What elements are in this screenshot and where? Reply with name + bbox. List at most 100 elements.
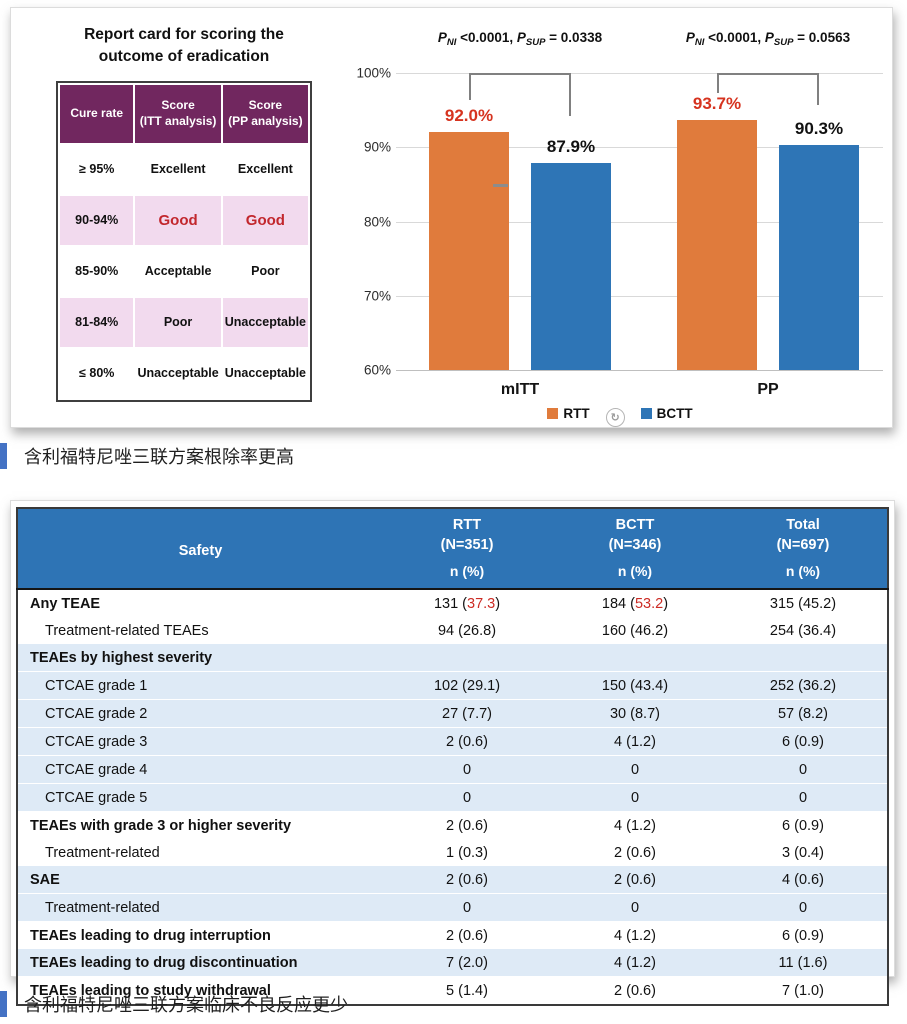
row-label-cell: Treatment-related (17, 893, 384, 922)
bar-rtt-mitt (429, 132, 509, 370)
pp-score-cell: Unacceptable (222, 348, 308, 398)
value-cell: 27 (7.7) (383, 699, 551, 728)
bar-rtt-pp (677, 119, 757, 370)
row-label-cell: TEAEs by highest severity (17, 644, 384, 672)
annotation-segment: = 0.0563 (793, 30, 851, 45)
significance-bracket (717, 73, 819, 105)
annotation-segment: P (437, 30, 447, 45)
percent-value: 0.9 (798, 817, 820, 834)
percent-value: 0.4 (798, 844, 820, 861)
row-label-cell: CTCAE grade 3 (17, 727, 384, 756)
cure-rate-cell: ≤ 80% (60, 348, 134, 398)
bar-value-label: 92.0% (444, 106, 494, 126)
annotation-segment: P (764, 30, 774, 45)
annotation-segment: = 0.0338 (545, 30, 603, 45)
row-label-cell: TEAEs leading to drug discontinuation (17, 949, 384, 977)
value-cell (718, 644, 888, 672)
percent-value: 1.2 (630, 927, 652, 944)
value-cell: 184 (53.2) (551, 589, 719, 617)
bracket-left-leg (717, 74, 719, 93)
report-card-row: ≤ 80% Unacceptable Unacceptable (60, 348, 308, 398)
pp-score-cell: Poor (222, 246, 308, 296)
value-cell: 0 (383, 783, 551, 812)
value-cell: 2 (0.6) (383, 727, 551, 756)
cure-rate-cell: 81-84% (60, 297, 134, 347)
rotate-icon: ↻ (605, 408, 625, 427)
section-heading-efficacy: 含利福特尼唑三联方案根除率更高 (0, 443, 294, 469)
x-category-label-mitt: mITT (500, 381, 540, 398)
legend-swatch-rtt (547, 408, 559, 419)
value-cell: 2 (0.6) (551, 976, 719, 1005)
safety-header-rtt: RTT (N=351) (383, 508, 551, 559)
safety-header-total: Total (N=697) (718, 508, 888, 559)
table-row: Treatment-related 1 (0.3) 2 (0.6) 3 (0.4) (17, 839, 888, 866)
unit-label: n (%) (551, 559, 719, 590)
percent-value: 0.3 (462, 844, 484, 861)
value-cell: 2 (0.6) (551, 839, 719, 866)
value-cell: 2 (0.6) (551, 866, 719, 894)
value-cell: 1 (0.3) (383, 839, 551, 866)
heading-text: 含利福特尼唑三联方案临床不良反应更少 (24, 995, 348, 1015)
row-label-cell: TEAEs with grade 3 or higher severity (17, 811, 384, 839)
heading-text: 含利福特尼唑三联方案根除率更高 (24, 447, 294, 467)
report-card-table-head: Cure rate Score (ITT analysis) Score (PP a… (60, 84, 308, 143)
annotation-segment: <0.0001, (456, 30, 517, 45)
row-label-cell: TEAEs leading to drug interruption (17, 921, 384, 949)
eradication-rate-bar-chart: 100% 90% 80% 70% 60% 92.0% 93.7% 87.9% 90.3% mITT… (346, 8, 894, 429)
value-cell: 131 (37.3) (383, 589, 551, 617)
percent-value: 0.9 (798, 733, 820, 750)
bar-value-label: 87.9% (546, 136, 596, 156)
y-tick-label: 80% (363, 214, 391, 229)
percent-value: 53.2 (634, 595, 664, 612)
table-row: CTCAE grade 2 27 (7.7) 30 (8.7) 57 (8.2) (17, 699, 888, 728)
percent-value: 1.2 (630, 733, 652, 750)
report-card-row: ≥ 95% Excellent Excellent (60, 144, 308, 194)
gridline (396, 295, 883, 297)
annotation-segment: NI (446, 37, 457, 48)
row-label-cell: Treatment-related (17, 839, 384, 866)
value-cell: 6 (0.9) (718, 811, 888, 839)
chart-legend: RTT ↻ BCTT (346, 400, 894, 427)
legend-label: RTT (563, 406, 590, 421)
pp-score-cell: Good (222, 195, 308, 245)
x-category-label-pp: PP (757, 381, 779, 398)
percent-value: 0.6 (630, 871, 652, 888)
pp-score-cell: Excellent (222, 144, 308, 194)
percent-value: 0.6 (630, 982, 652, 999)
legend-item-bctt: BCTT (640, 406, 693, 421)
group-n: (N=697) (776, 537, 830, 553)
percent-value: 0.6 (462, 927, 484, 944)
table-row: Treatment-related 0 0 0 (17, 893, 888, 922)
itt-score-cell: Excellent (135, 144, 221, 194)
annotation-segment: <0.0001, (704, 30, 765, 45)
report-card-header-cell: Score (PP analysis) (222, 84, 308, 143)
legend-item-rtt: RTT (547, 406, 590, 421)
percent-value: 36.4 (802, 622, 832, 639)
group-n: (N=351) (440, 537, 494, 553)
percent-value: 7.7 (467, 705, 488, 722)
bar-value-label: 93.7% (692, 93, 742, 113)
value-cell: 254 (36.4) (718, 617, 888, 644)
value-cell: 4 (1.2) (551, 921, 719, 949)
itt-score-cell: Unacceptable (135, 348, 221, 398)
value-cell: 30 (8.7) (551, 699, 719, 728)
table-row: Treatment-related TEAEs 94 (26.8) 160 (46.… (17, 617, 888, 644)
group-n: (N=346) (608, 537, 662, 553)
report-card-row: 85-90% Acceptable Poor (60, 246, 308, 296)
row-label-cell: CTCAE grade 2 (17, 699, 384, 728)
row-label-cell: SAE (17, 866, 384, 894)
itt-score-cell: Acceptable (135, 246, 221, 296)
safety-header-bctt: BCTT (N=346) (551, 508, 719, 559)
safety-table-head: Safety RTT (N=351) BCTT (N=346) Total (N=697) n… (17, 508, 888, 590)
value-cell: 4 (0.6) (718, 866, 888, 894)
percent-value: 46.2 (634, 622, 664, 639)
table-row: TEAEs leading to study withdrawal 5 (1.4)… (17, 976, 888, 1005)
percent-value: 1.2 (630, 817, 652, 834)
value-cell: 5 (1.4) (383, 976, 551, 1005)
cure-rate-cell: 85-90% (60, 246, 134, 296)
group-name: BCTT (615, 517, 655, 534)
report-card-row: 90-94% Good Good (60, 195, 308, 245)
percent-value: 26.8 (462, 622, 492, 639)
value-cell: 6 (0.9) (718, 727, 888, 756)
